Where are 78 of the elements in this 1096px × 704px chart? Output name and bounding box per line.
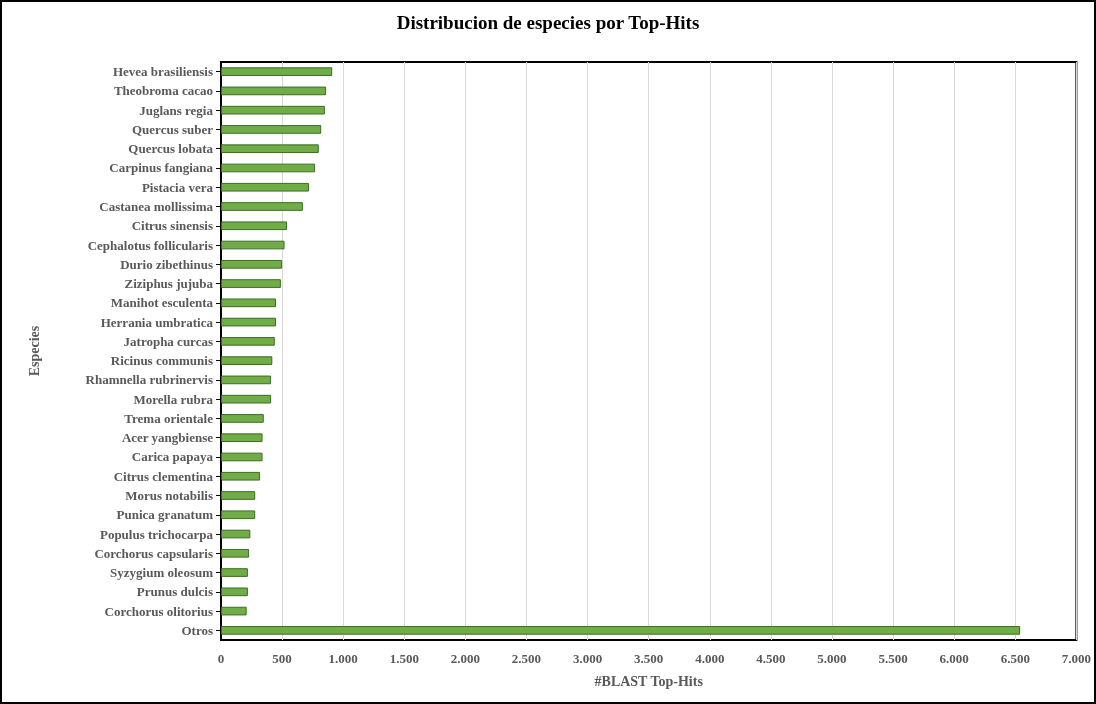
- y-tick-label: Herrania umbratica: [100, 314, 214, 330]
- y-tick-label: Quercus lobata: [128, 141, 214, 157]
- bar: [221, 86, 327, 96]
- bar: [221, 394, 272, 404]
- bar: [221, 163, 316, 173]
- y-tick-label: Citrus sinensis: [131, 218, 213, 234]
- y-tick-label: Theobroma cacao: [113, 83, 213, 99]
- x-tick-label: 4.500: [756, 651, 786, 666]
- x-tick-label: 3.500: [634, 651, 664, 666]
- y-tick-label: Manihot esculenta: [110, 295, 214, 311]
- y-tick-label: Quercus suber: [131, 121, 214, 137]
- y-tick-label: Rhamnella rubrinervis: [85, 372, 213, 388]
- x-tick-label: 1.000: [328, 651, 358, 666]
- bar: [221, 202, 303, 211]
- y-tick-label: Morella rubra: [133, 391, 214, 407]
- y-tick-label: Carpinus fangiana: [109, 160, 214, 176]
- bar: [221, 240, 285, 250]
- y-tick-label: Durio zibethinus: [120, 256, 213, 272]
- bar: [221, 626, 1021, 635]
- bar: [221, 125, 322, 134]
- y-tick-label: Otros: [181, 622, 213, 638]
- x-tick-label: 3.000: [572, 651, 603, 666]
- bar: [221, 337, 275, 346]
- x-tick-label: 4.000: [695, 651, 725, 666]
- bar: [221, 433, 263, 443]
- x-axis-title: #BLAST Top-Hits: [594, 673, 704, 689]
- y-tick-label: Prunus dulcis: [136, 584, 213, 600]
- bar: [221, 491, 256, 500]
- y-tick-label: Hevea brasiliensis: [112, 64, 213, 80]
- bar: [221, 144, 319, 154]
- bar: [221, 375, 272, 385]
- x-tick-label: 2.000: [450, 651, 481, 666]
- bar: [221, 568, 248, 577]
- bar: [221, 548, 250, 558]
- y-tick-label: Juglans regia: [139, 102, 214, 118]
- y-tick-label: Corchorus capsularis: [94, 545, 213, 561]
- bar: [221, 221, 287, 231]
- y-tick-label: Pistacia vera: [141, 179, 214, 195]
- y-tick-label: Ziziphus jujuba: [124, 276, 214, 292]
- bar: [221, 182, 309, 192]
- x-tick-label: 1.500: [389, 651, 419, 666]
- x-tick-label: 2.500: [511, 651, 542, 666]
- bar: [221, 356, 273, 365]
- bar: [221, 67, 333, 76]
- x-tick-label: 500: [272, 651, 292, 666]
- x-tick-label: 5.000: [817, 651, 847, 666]
- bar: [221, 317, 276, 327]
- y-tick-label: Punica granatum: [116, 507, 214, 523]
- bar: [221, 452, 263, 462]
- y-tick-label: Acer yangbiense: [121, 430, 214, 446]
- bar: [221, 105, 325, 115]
- bar: [221, 414, 264, 423]
- y-tick-label: Jatropha curcas: [123, 333, 213, 349]
- bar: [221, 298, 276, 308]
- y-tick-label: Ricinus communis: [110, 353, 213, 369]
- bar: [221, 587, 248, 597]
- y-tick-label: Carica papaya: [131, 449, 214, 465]
- bar: [221, 510, 256, 520]
- y-tick-label: Morus notabilis: [125, 488, 213, 503]
- y-tick-label: Syzygium oleosum: [110, 565, 214, 581]
- y-tick-label: Citrus clementina: [113, 468, 214, 484]
- bar: [221, 606, 247, 616]
- chart-title: Distribucion de especies por Top-Hits: [396, 12, 700, 33]
- x-tick-label: 5.500: [878, 651, 908, 666]
- bar: [221, 259, 283, 269]
- y-tick-label: Corchorus olitorius: [104, 603, 213, 619]
- x-tick-label: 6.500: [1000, 651, 1030, 666]
- y-tick-label: Populus trichocarpa: [99, 526, 214, 542]
- y-tick-label: Trema orientale: [124, 410, 214, 426]
- bar: [221, 279, 281, 288]
- x-tick-label: 0: [217, 651, 225, 666]
- bar: [221, 471, 261, 481]
- x-tick-label: 6.000: [939, 651, 969, 666]
- bar: [221, 529, 251, 539]
- y-tick-label: Cephalotus follicularis: [87, 237, 213, 253]
- y-tick-label: Castanea mollissima: [99, 199, 214, 214]
- y-axis-title: Especies: [26, 325, 42, 377]
- x-tick-label: 7.000: [1061, 651, 1091, 666]
